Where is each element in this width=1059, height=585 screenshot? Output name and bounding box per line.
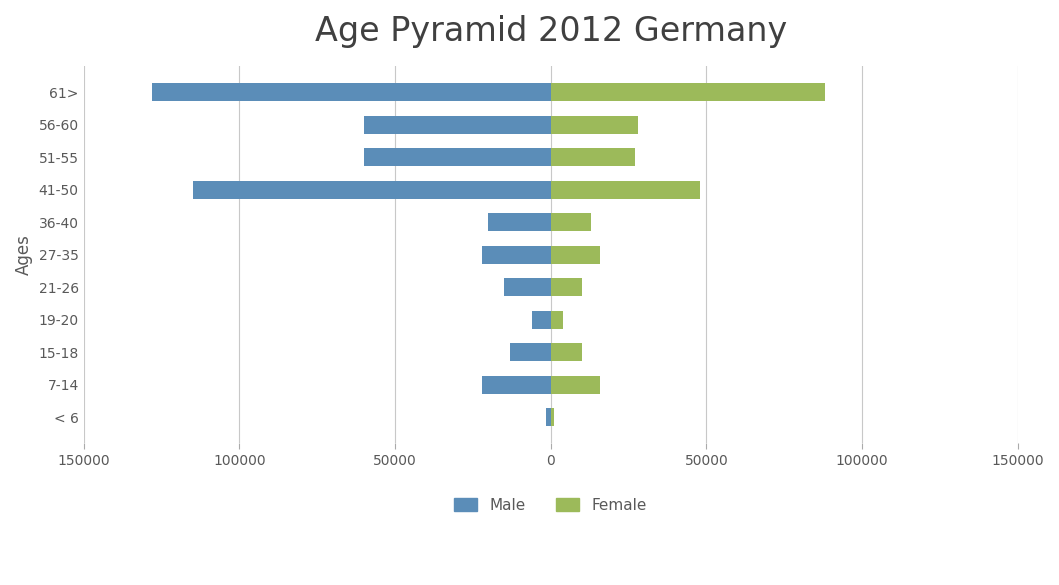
Bar <box>510 343 551 361</box>
Bar <box>504 278 551 296</box>
Bar <box>551 343 581 361</box>
Bar <box>551 116 638 133</box>
Bar <box>482 246 551 264</box>
Bar <box>551 376 600 394</box>
Bar <box>551 408 554 426</box>
Bar <box>532 311 551 329</box>
Legend: Male, Female: Male, Female <box>448 491 653 519</box>
Bar <box>364 116 551 133</box>
Bar <box>551 83 825 101</box>
Bar <box>482 376 551 394</box>
Bar <box>546 408 551 426</box>
Bar <box>364 148 551 166</box>
Bar <box>551 148 634 166</box>
Bar <box>193 181 551 199</box>
Title: Age Pyramid 2012 Germany: Age Pyramid 2012 Germany <box>315 15 787 48</box>
Bar <box>551 214 591 231</box>
Y-axis label: Ages: Ages <box>15 234 33 275</box>
Bar <box>488 214 551 231</box>
Bar <box>551 246 600 264</box>
Bar <box>551 181 700 199</box>
Bar <box>551 278 581 296</box>
Bar <box>152 83 551 101</box>
Bar <box>551 311 563 329</box>
